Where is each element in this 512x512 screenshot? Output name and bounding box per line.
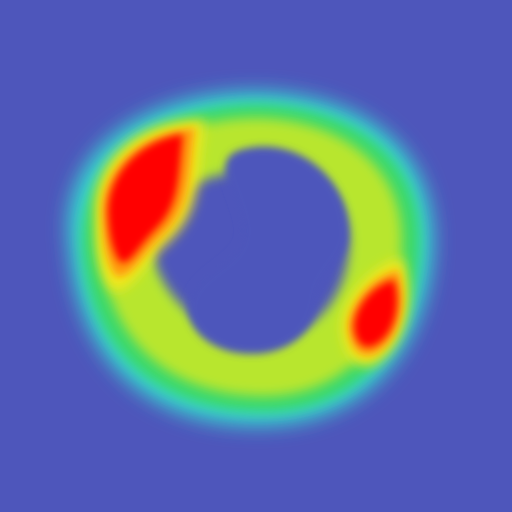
hot-spot-right — [341, 258, 409, 367]
ring-inner-hole — [187, 146, 349, 355]
hot-spot-left — [94, 119, 205, 291]
